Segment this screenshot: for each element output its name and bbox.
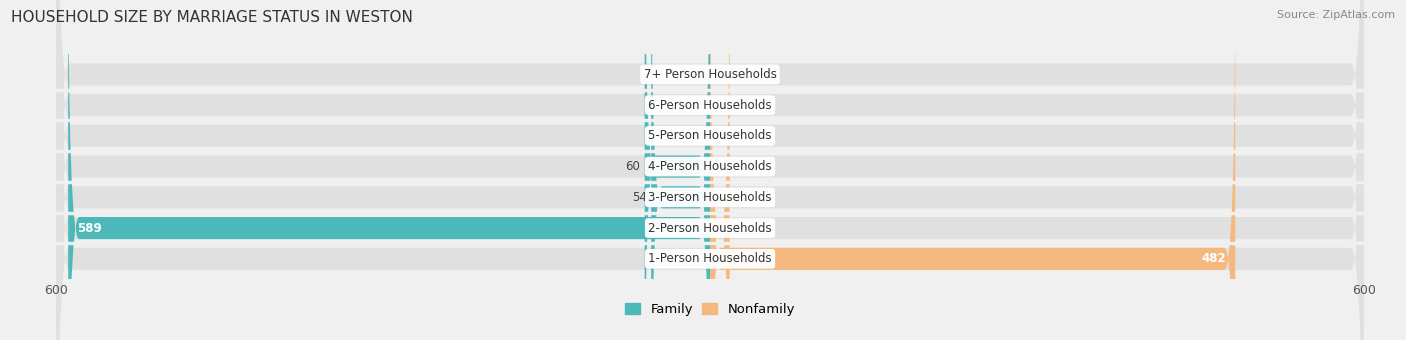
FancyBboxPatch shape <box>56 0 1364 340</box>
Text: 482: 482 <box>1202 252 1226 265</box>
Text: 0: 0 <box>714 129 721 142</box>
Text: 4-Person Households: 4-Person Households <box>648 160 772 173</box>
Text: 3-Person Households: 3-Person Households <box>648 191 772 204</box>
Text: 7+ Person Households: 7+ Person Households <box>644 68 776 81</box>
Text: 54: 54 <box>631 191 647 204</box>
Text: 5-Person Households: 5-Person Households <box>648 129 772 142</box>
FancyBboxPatch shape <box>651 0 710 340</box>
Text: 0: 0 <box>699 252 706 265</box>
FancyBboxPatch shape <box>710 0 730 340</box>
Text: 0: 0 <box>714 160 721 173</box>
FancyBboxPatch shape <box>710 0 1236 340</box>
Text: 0: 0 <box>714 99 721 112</box>
Text: HOUSEHOLD SIZE BY MARRIAGE STATUS IN WESTON: HOUSEHOLD SIZE BY MARRIAGE STATUS IN WES… <box>11 10 413 25</box>
FancyBboxPatch shape <box>56 0 1364 340</box>
FancyBboxPatch shape <box>56 0 1364 340</box>
Text: 0: 0 <box>699 99 706 112</box>
Text: Source: ZipAtlas.com: Source: ZipAtlas.com <box>1277 10 1395 20</box>
Text: 0: 0 <box>714 68 721 81</box>
Text: 0: 0 <box>699 68 706 81</box>
FancyBboxPatch shape <box>56 0 1364 340</box>
Text: 1-Person Households: 1-Person Households <box>648 252 772 265</box>
Text: 0: 0 <box>714 191 721 204</box>
FancyBboxPatch shape <box>56 0 1364 340</box>
FancyBboxPatch shape <box>644 0 710 340</box>
Text: 589: 589 <box>77 222 101 235</box>
Legend: Family, Nonfamily: Family, Nonfamily <box>619 298 801 322</box>
Text: 0: 0 <box>699 129 706 142</box>
FancyBboxPatch shape <box>56 0 1364 340</box>
Text: 60: 60 <box>626 160 640 173</box>
Text: 2-Person Households: 2-Person Households <box>648 222 772 235</box>
Text: 18: 18 <box>734 222 749 235</box>
Text: 6-Person Households: 6-Person Households <box>648 99 772 112</box>
FancyBboxPatch shape <box>56 0 1364 340</box>
FancyBboxPatch shape <box>69 0 710 340</box>
